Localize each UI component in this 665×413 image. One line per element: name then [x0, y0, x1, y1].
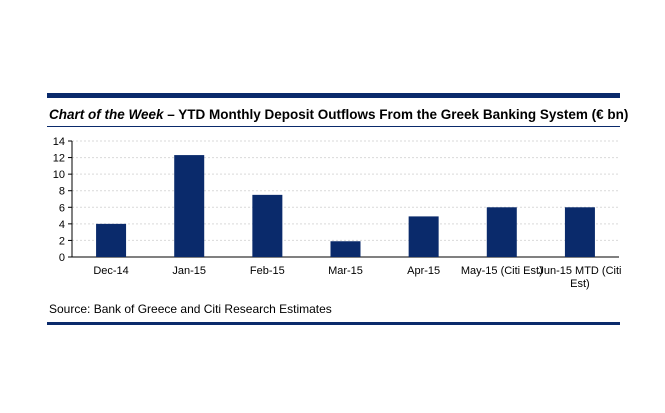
bar-1 [96, 223, 127, 257]
bar-6 [486, 207, 517, 257]
chart-title: Chart of the Week – YTD Monthly Deposit … [49, 107, 628, 122]
x-tick-label: Feb-15 [250, 265, 285, 277]
bar-4 [330, 241, 361, 257]
bar-2 [174, 155, 205, 257]
y-tick-label: 2 [59, 235, 65, 247]
y-tick-label: 10 [53, 169, 65, 181]
x-tick-label: May-15 (Citi Est) [461, 265, 543, 277]
y-tick-label: 14 [53, 136, 65, 148]
bar-chart: 0 2 4 6 8 10 12 14 Dec-14 Jan-15 Feb-15 Mar-15 Apr-1… [53, 136, 622, 290]
bar-7 [564, 207, 595, 257]
source-note: Source: Bank of Greece and Citi Research… [49, 302, 332, 316]
chart-title-text: – YTD Monthly Deposit Outflows From the … [163, 107, 629, 122]
chart-title-emphasis: Chart of the Week [49, 107, 164, 122]
x-tick-label: Est) [570, 278, 590, 290]
top-rule [47, 93, 620, 98]
y-tick-label: 8 [59, 186, 65, 198]
x-tick-label: Jun-15 MTD (Citi [538, 265, 621, 277]
title-rule [47, 126, 620, 127]
bar-5 [408, 216, 439, 257]
y-tick-label: 12 [53, 153, 65, 165]
y-tick-label: 4 [59, 219, 65, 231]
y-tick-label: 0 [59, 252, 65, 264]
x-tick-label: Mar-15 [328, 265, 363, 277]
bar-3 [252, 194, 283, 257]
x-tick-label: Apr-15 [407, 265, 440, 277]
y-tick-label: 6 [59, 202, 65, 214]
x-tick-label: Jan-15 [172, 265, 206, 277]
bottom-rule [47, 322, 620, 325]
x-tick-label: Dec-14 [93, 265, 128, 277]
